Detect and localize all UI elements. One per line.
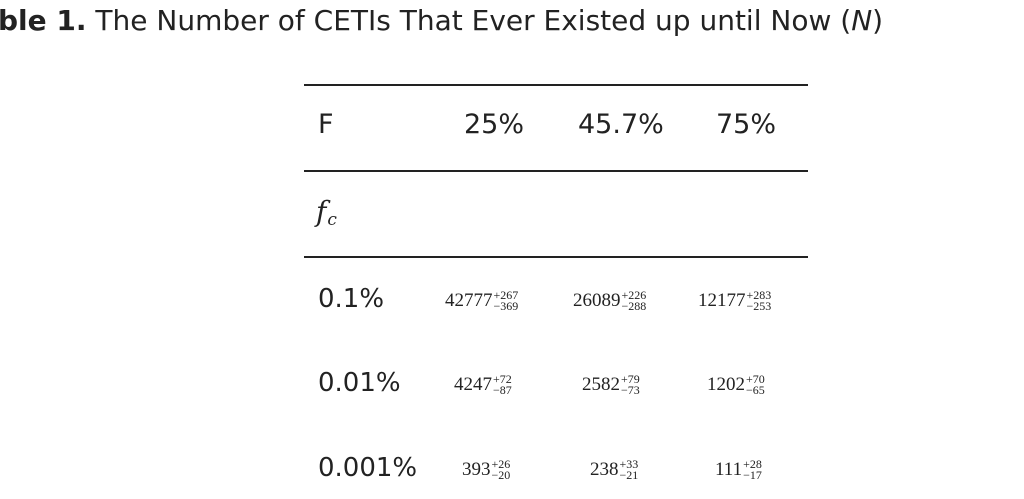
cell-uncertainty: +79 −73: [621, 372, 640, 397]
cell-minus: −288: [621, 299, 647, 313]
table-cell: 393 +26 −20: [462, 454, 510, 486]
cell-plus: +267: [493, 288, 519, 302]
caption-symbol: N: [851, 4, 873, 37]
cell-minus: −17: [743, 468, 762, 482]
table-cell: 26089 +226 −288: [573, 285, 646, 317]
column-header: 25%: [464, 109, 525, 140]
column-header: 75%: [716, 109, 777, 140]
cell-value: 111: [715, 459, 743, 480]
cell-uncertainty: +267 −369: [493, 288, 519, 313]
subheader-label: fc: [316, 196, 337, 236]
cell-value: 12177: [698, 290, 746, 311]
table-cell: 12177 +283 −253: [698, 285, 771, 317]
cell-uncertainty: +28 −17: [743, 457, 762, 482]
table-top-rule: [304, 84, 808, 86]
cell-plus: +33: [619, 457, 639, 471]
table-cell: 238 +33 −21: [590, 454, 638, 486]
cell-minus: −369: [493, 299, 519, 313]
table-cell: 42777 +267 −369: [445, 285, 518, 317]
caption-label: ble 1.: [0, 4, 87, 37]
caption-close: ): [872, 4, 884, 37]
cell-uncertainty: +26 −20: [491, 457, 511, 482]
row-label: 0.01%: [318, 368, 401, 398]
table-cell: 4247 +72 −87: [454, 369, 512, 401]
cell-value: 26089: [573, 290, 621, 311]
cell-plus: +72: [493, 372, 512, 386]
cell-uncertainty: +72 −87: [493, 372, 512, 397]
row-label: 0.001%: [318, 453, 418, 483]
cell-plus: +26: [491, 457, 511, 471]
column-header: 45.7%: [578, 109, 664, 140]
cell-value: 2582: [582, 374, 620, 395]
cell-uncertainty: +283 −253: [746, 288, 772, 313]
cell-minus: −87: [493, 383, 512, 397]
cell-plus: +28: [743, 457, 762, 471]
row-label: 0.1%: [318, 284, 385, 314]
cell-minus: −253: [746, 299, 772, 313]
cell-plus: +283: [746, 288, 772, 302]
cell-value: 238: [590, 459, 619, 480]
cell-value: 4247: [454, 374, 492, 395]
cell-minus: −65: [746, 383, 765, 397]
caption-text: The Number of CETIs That Ever Existed up…: [86, 4, 852, 37]
subheader-subscript: c: [327, 210, 337, 230]
cell-uncertainty: +226 −288: [621, 288, 647, 313]
header-rule: [304, 170, 808, 172]
subheader-rule: [304, 256, 808, 258]
data-table: F 25% 45.7% 75% fc 0.1% 42777 +267 −369 26…: [304, 84, 808, 499]
cell-minus: −20: [491, 468, 511, 482]
cell-value: 1202: [707, 374, 745, 395]
table-cell: 1202 +70 −65: [707, 369, 765, 401]
cell-value: 42777: [445, 290, 493, 311]
cell-uncertainty: +70 −65: [746, 372, 765, 397]
cell-plus: +70: [746, 372, 765, 386]
subheader-symbol: f: [316, 195, 327, 228]
table-cell: 2582 +79 −73: [582, 369, 640, 401]
cell-minus: −21: [619, 468, 639, 482]
cell-plus: +79: [621, 372, 640, 386]
table-caption: ble 1. The Number of CETIs That Ever Exi…: [0, 1, 883, 41]
table-cell: 111 +28 −17: [715, 454, 762, 486]
header-row-label: F: [318, 109, 334, 140]
cell-plus: +226: [621, 288, 647, 302]
cell-uncertainty: +33 −21: [619, 457, 639, 482]
cell-minus: −73: [621, 383, 640, 397]
cell-value: 393: [462, 459, 491, 480]
